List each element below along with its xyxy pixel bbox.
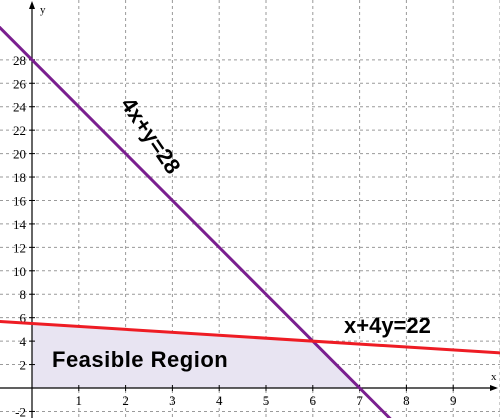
y-tick-label: 4 — [20, 334, 27, 349]
x-tick-label: 8 — [403, 393, 410, 408]
y-axis-arrow — [29, 1, 35, 9]
y-tick-label: -2 — [15, 404, 26, 418]
x-tick-label: 5 — [263, 393, 270, 408]
y-tick-label: 10 — [13, 264, 26, 279]
x-tick-label: 2 — [122, 393, 129, 408]
constraint-lines — [0, 25, 500, 418]
y-tick-label: 20 — [13, 147, 26, 162]
x-tick-label: 1 — [76, 393, 83, 408]
y-tick-label: 6 — [20, 311, 27, 326]
x-tick-label: 6 — [310, 393, 317, 408]
line-x-4y-22 — [0, 320, 500, 355]
annotations: 4x+y=28 x+4y=22 Feasible Region x y — [40, 4, 497, 383]
x-tick-label: 4 — [216, 393, 223, 408]
y-tick-label: 12 — [13, 240, 26, 255]
x-axis-arrow — [490, 385, 498, 391]
line-label-x-4y-22: x+4y=22 — [344, 313, 431, 338]
line-4x-y-28 — [0, 25, 392, 418]
y-tick-label: 28 — [13, 53, 26, 68]
y-tick-label: 24 — [13, 100, 27, 115]
x-tick-label: 7 — [356, 393, 363, 408]
y-tick-label: 22 — [13, 123, 26, 138]
y-tick-label: 14 — [13, 217, 27, 232]
feasible-region-label: Feasible Region — [52, 347, 228, 372]
y-tick-label: 18 — [13, 170, 26, 185]
y-tick-label: 8 — [20, 287, 27, 302]
y-tick-label: 16 — [13, 193, 27, 208]
x-tick-label: 3 — [169, 393, 176, 408]
y-tick-label: 2 — [20, 358, 27, 373]
x-tick-label: 9 — [450, 393, 457, 408]
y-tick-label: 26 — [13, 76, 27, 91]
x-axis-label: x — [491, 371, 497, 383]
line-label-4x-y-28: 4x+y=28 — [116, 93, 186, 179]
y-axis-label: y — [40, 4, 46, 16]
